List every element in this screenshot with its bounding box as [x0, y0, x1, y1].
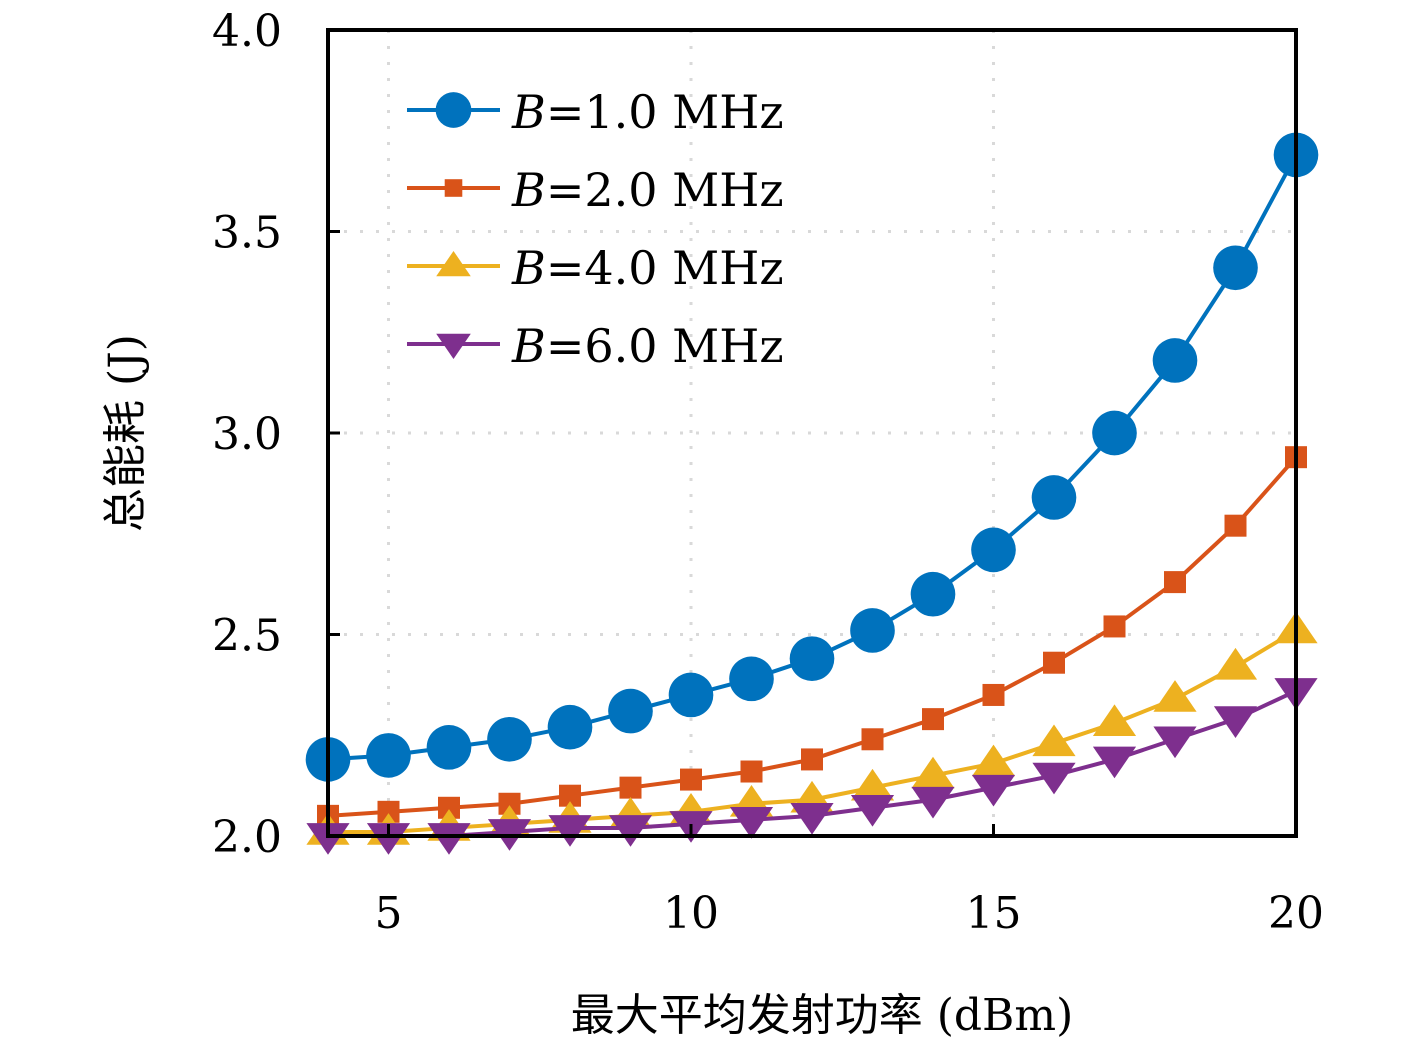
- legend-label: B=4.0 MHz: [511, 241, 784, 295]
- data-point: [801, 748, 823, 771]
- data-point: [1092, 410, 1137, 456]
- data-point: [547, 704, 593, 750]
- data-point: [1164, 571, 1186, 594]
- x-axis-title: 最大平均发射功率 (dBm): [571, 990, 1074, 1041]
- data-point: [1031, 475, 1077, 520]
- data-point: [426, 725, 472, 770]
- data-point: [729, 807, 774, 839]
- data-point: [911, 786, 955, 819]
- legend-label: B=2.0 MHz: [511, 163, 784, 217]
- data-point: [1032, 762, 1076, 795]
- legend-item: B=1.0 MHz: [407, 85, 784, 139]
- data-point: [1092, 704, 1137, 736]
- data-point: [910, 571, 956, 617]
- y-tick-label: 2.0: [212, 812, 282, 863]
- y-tick-label: 4.0: [212, 6, 282, 57]
- data-point: [438, 796, 460, 819]
- data-point: [306, 823, 350, 855]
- data-point: [911, 756, 955, 789]
- legend-item: B=2.0 MHz: [407, 163, 784, 217]
- data-point: [1032, 724, 1076, 757]
- data-point: [971, 774, 1016, 807]
- data-point: [790, 803, 834, 835]
- legend-marker: [435, 92, 472, 128]
- series-layer: [305, 132, 1319, 855]
- data-point: [850, 608, 895, 653]
- data-point: [366, 733, 411, 778]
- data-point: [1153, 680, 1197, 712]
- data-point: [608, 815, 653, 847]
- legend: B=1.0 MHz B=2.0 MHz B=4.0 MHz B=6.0 MHz: [407, 85, 784, 373]
- legend-marker: [436, 333, 471, 360]
- data-point: [668, 672, 714, 718]
- data-point: [861, 728, 884, 751]
- data-point: [487, 716, 532, 762]
- data-point: [619, 776, 642, 799]
- y-tick-label: 3.5: [212, 208, 282, 259]
- y-tick-label: 2.5: [212, 611, 282, 662]
- data-point: [1043, 651, 1065, 674]
- data-point: [608, 688, 653, 734]
- legend-marker: [436, 250, 471, 277]
- data-point: [971, 744, 1016, 777]
- legend-label: B=1.0 MHz: [511, 85, 784, 139]
- legend-item: B=6.0 MHz: [407, 319, 784, 373]
- data-point: [1152, 338, 1198, 383]
- data-point: [740, 760, 763, 783]
- data-point: [680, 768, 702, 791]
- tick-labels: 5 10 15 20 2.0 2.5 3.0 3.5 4.0: [212, 6, 1324, 939]
- data-point: [1153, 726, 1197, 759]
- series-triangle-down: [306, 678, 1318, 855]
- data-point: [850, 768, 895, 801]
- data-point: [850, 794, 895, 827]
- data-point: [922, 708, 944, 731]
- x-tick-label: 10: [663, 888, 719, 939]
- data-point: [1213, 706, 1258, 738]
- data-point: [982, 683, 1005, 706]
- series-circle: [305, 132, 1319, 782]
- data-point: [366, 823, 411, 855]
- legend-item: B=4.0 MHz: [407, 241, 784, 295]
- data-point: [789, 636, 835, 681]
- x-tick-label: 5: [375, 888, 403, 939]
- data-point: [1103, 615, 1126, 638]
- data-point: [559, 784, 581, 807]
- data-point: [1092, 746, 1137, 779]
- data-point: [971, 527, 1016, 573]
- x-tick-label: 20: [1268, 888, 1324, 939]
- y-tick-label: 3.0: [212, 409, 282, 460]
- data-point: [729, 656, 774, 702]
- data-point: [1213, 647, 1258, 680]
- data-point: [427, 823, 471, 855]
- data-point: [548, 815, 592, 847]
- data-point: [1213, 245, 1258, 291]
- axis-ticks: [328, 28, 1298, 838]
- y-axis-title: 总能耗 (J): [100, 334, 151, 532]
- data-point: [1224, 514, 1247, 537]
- legend-label: B=6.0 MHz: [511, 319, 784, 373]
- legend-marker: [444, 179, 463, 197]
- data-point: [498, 792, 521, 815]
- x-tick-label: 15: [966, 888, 1022, 939]
- data-point: [377, 800, 400, 823]
